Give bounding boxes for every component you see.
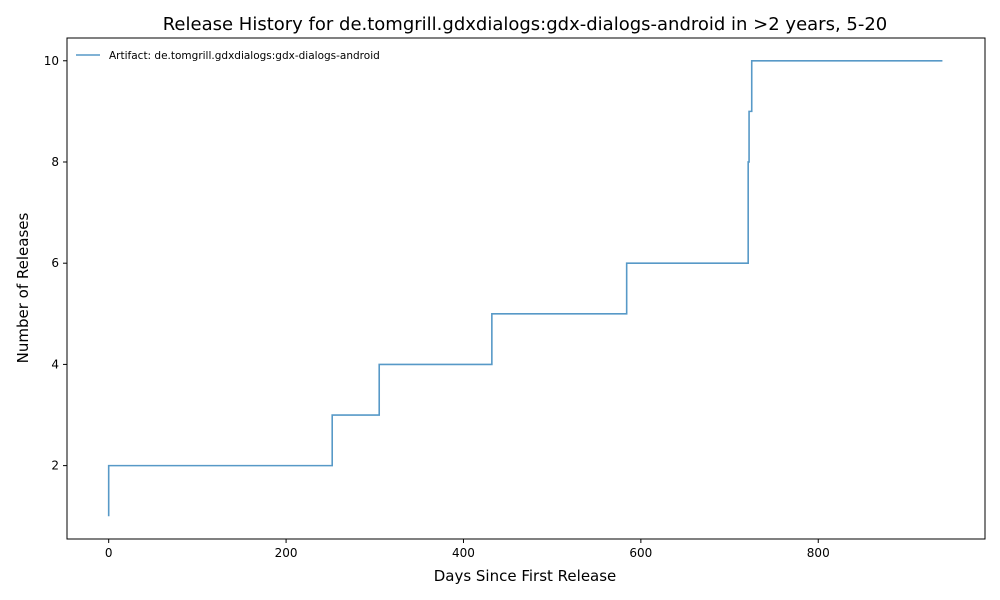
y-axis: 2 4 6 8 10 [44,54,67,473]
data-point [942,60,944,62]
chart-title: Release History for de.tomgrill.gdxdialo… [163,14,888,35]
data-point [491,313,493,315]
data-point [331,414,333,416]
data-point [108,515,110,517]
data-point [378,364,380,366]
x-tick-label: 400 [452,546,475,560]
plot-area [66,37,986,540]
plot-frame [66,37,986,540]
data-point [626,262,628,264]
x-tick-label: 600 [629,546,652,560]
data-point [747,161,749,163]
x-axis: 0 200 400 600 800 [105,539,830,560]
legend-label: Artifact: de.tomgrill.gdxdialogs:gdx-dia… [109,50,380,62]
x-tick-label: 0 [105,546,113,560]
x-tick-label: 800 [807,546,830,560]
y-tick-label: 10 [44,54,59,68]
legend: Artifact: de.tomgrill.gdxdialogs:gdx-dia… [76,50,380,62]
series-line-0 [107,59,943,517]
x-axis-label: Days Since First Release [434,567,617,585]
x-tick-label: 200 [275,546,298,560]
y-axis-label: Number of Releases [14,212,32,363]
series-layer [107,59,944,517]
data-point [108,465,110,467]
y-tick-label: 8 [51,155,59,169]
data-point [748,111,750,113]
y-tick-label: 6 [51,256,59,270]
y-tick-label: 2 [51,459,59,473]
data-point [751,60,753,62]
y-tick-label: 4 [51,357,59,371]
